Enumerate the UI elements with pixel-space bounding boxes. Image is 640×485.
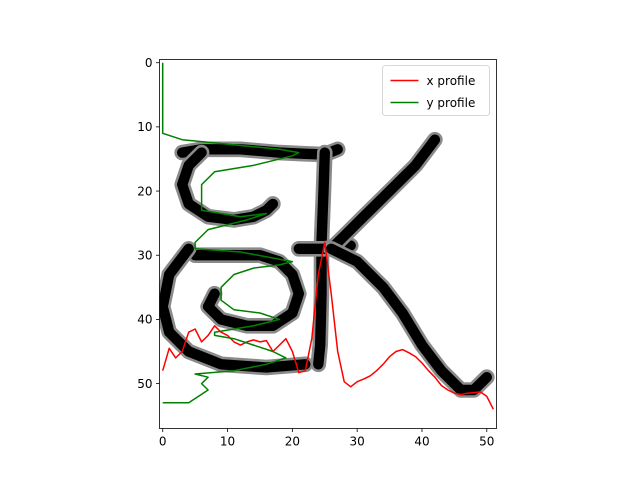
y-tick-label-0: 0 [145, 56, 153, 70]
glyph-stroke-bottom-bowl [159, 243, 311, 373]
axes-layer: 0 10 20 30 40 50 0 10 20 30 40 50 [137, 56, 494, 448]
x-tick-label-20: 20 [285, 435, 300, 449]
y-tick-label-10: 10 [137, 120, 152, 134]
glyph-stroke-k-leg [326, 243, 492, 396]
x-tick-label-0: 0 [159, 435, 167, 449]
x-tick-label-50: 50 [479, 435, 494, 449]
x-tick-label-30: 30 [350, 435, 365, 449]
glyph-stroke-stem [313, 147, 330, 370]
x-tick-label-40: 40 [414, 435, 429, 449]
legend-label-x-profile: x profile [427, 74, 476, 88]
glyph-stroke-k-arm [326, 134, 441, 255]
glyph-stroke-upper-loop [176, 147, 279, 226]
series-line-y-profile [161, 62, 300, 404]
x-tick-label-10: 10 [220, 435, 235, 449]
legend-label-y-profile: y profile [427, 96, 476, 110]
legend: x profile y profile [382, 65, 490, 116]
series-line-x-profile [161, 241, 494, 410]
y-tick-label-20: 20 [137, 184, 152, 198]
series-layer [161, 62, 494, 410]
y-tick-label-30: 30 [137, 249, 152, 263]
y-tick-label-50: 50 [137, 377, 152, 391]
plot-frame [159, 59, 497, 429]
y-tick-label-40: 40 [137, 313, 152, 327]
image-layer [159, 59, 497, 429]
